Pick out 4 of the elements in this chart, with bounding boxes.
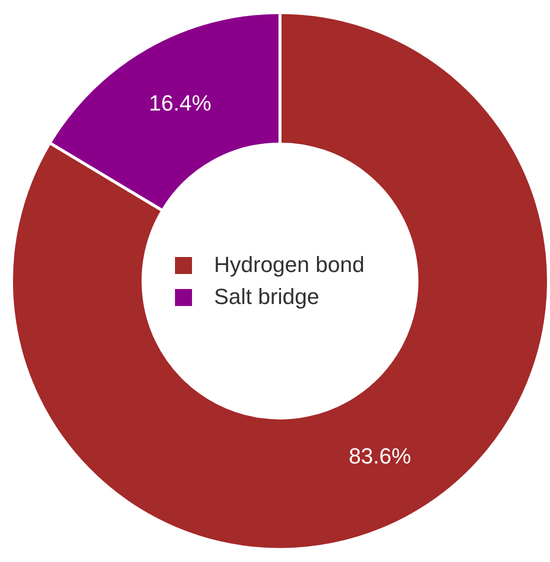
legend-label: Salt bridge bbox=[214, 284, 320, 310]
data-label: 16.4% bbox=[148, 90, 212, 116]
data-label: 83.6% bbox=[348, 443, 412, 468]
legend-label: Hydrogen bond bbox=[214, 252, 364, 278]
